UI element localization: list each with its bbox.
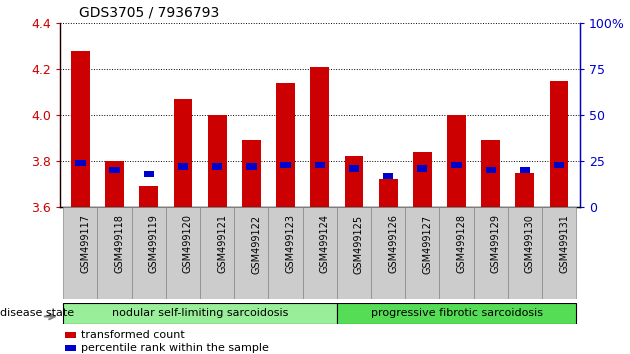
Bar xyxy=(166,207,200,299)
Text: GSM499117: GSM499117 xyxy=(81,215,90,273)
Bar xyxy=(451,161,462,168)
Bar xyxy=(65,345,76,351)
Bar xyxy=(337,207,371,299)
Text: GSM499121: GSM499121 xyxy=(217,215,227,273)
Bar xyxy=(486,167,496,173)
Bar xyxy=(71,51,89,207)
Text: GSM499130: GSM499130 xyxy=(525,215,535,273)
Bar xyxy=(276,83,295,207)
Bar xyxy=(439,207,474,299)
Bar xyxy=(98,207,132,299)
Bar xyxy=(144,171,154,177)
Bar xyxy=(447,115,466,207)
Bar xyxy=(173,99,192,207)
Text: progressive fibrotic sarcoidosis: progressive fibrotic sarcoidosis xyxy=(370,308,542,318)
Bar xyxy=(542,207,576,299)
Bar xyxy=(178,163,188,170)
Bar xyxy=(110,167,120,173)
Text: GSM499125: GSM499125 xyxy=(354,215,364,274)
Text: GSM499129: GSM499129 xyxy=(491,215,501,273)
Text: GSM499126: GSM499126 xyxy=(388,215,398,273)
Text: GSM499120: GSM499120 xyxy=(183,215,193,273)
Text: GSM499131: GSM499131 xyxy=(559,215,569,273)
Bar xyxy=(105,161,124,207)
Text: transformed count: transformed count xyxy=(81,330,185,340)
Text: GSM499127: GSM499127 xyxy=(422,215,432,274)
Bar xyxy=(371,207,405,299)
Bar xyxy=(474,207,508,299)
Bar xyxy=(508,207,542,299)
Bar xyxy=(212,163,222,170)
Text: GSM499122: GSM499122 xyxy=(251,215,261,274)
Bar xyxy=(345,156,364,207)
Bar xyxy=(481,140,500,207)
Text: GSM499118: GSM499118 xyxy=(115,215,125,273)
Bar xyxy=(314,161,325,168)
Bar xyxy=(132,207,166,299)
Bar xyxy=(349,165,359,172)
Text: percentile rank within the sample: percentile rank within the sample xyxy=(81,343,268,353)
Text: GDS3705 / 7936793: GDS3705 / 7936793 xyxy=(79,5,219,19)
Bar xyxy=(405,207,439,299)
Bar xyxy=(550,80,568,207)
Text: GSM499119: GSM499119 xyxy=(149,215,159,273)
Text: GSM499124: GSM499124 xyxy=(320,215,329,273)
Text: GSM499128: GSM499128 xyxy=(457,215,466,273)
Bar xyxy=(200,207,234,299)
Bar xyxy=(75,160,86,166)
Bar xyxy=(302,207,337,299)
Bar xyxy=(520,167,530,173)
Bar xyxy=(63,207,98,299)
Bar xyxy=(383,172,393,179)
Bar xyxy=(65,332,76,338)
Bar xyxy=(139,186,158,207)
Bar xyxy=(379,179,398,207)
Text: disease state: disease state xyxy=(0,308,74,318)
Bar xyxy=(246,163,256,170)
Bar xyxy=(337,303,576,324)
Bar xyxy=(515,172,534,207)
Text: nodular self-limiting sarcoidosis: nodular self-limiting sarcoidosis xyxy=(112,308,289,318)
Bar xyxy=(242,140,261,207)
Bar xyxy=(234,207,268,299)
Bar xyxy=(311,67,329,207)
Bar xyxy=(413,152,432,207)
Bar xyxy=(268,207,302,299)
Bar xyxy=(63,303,337,324)
Bar xyxy=(554,161,564,168)
Bar xyxy=(280,161,290,168)
Bar xyxy=(208,115,227,207)
Text: GSM499123: GSM499123 xyxy=(285,215,295,273)
Bar xyxy=(417,165,428,172)
